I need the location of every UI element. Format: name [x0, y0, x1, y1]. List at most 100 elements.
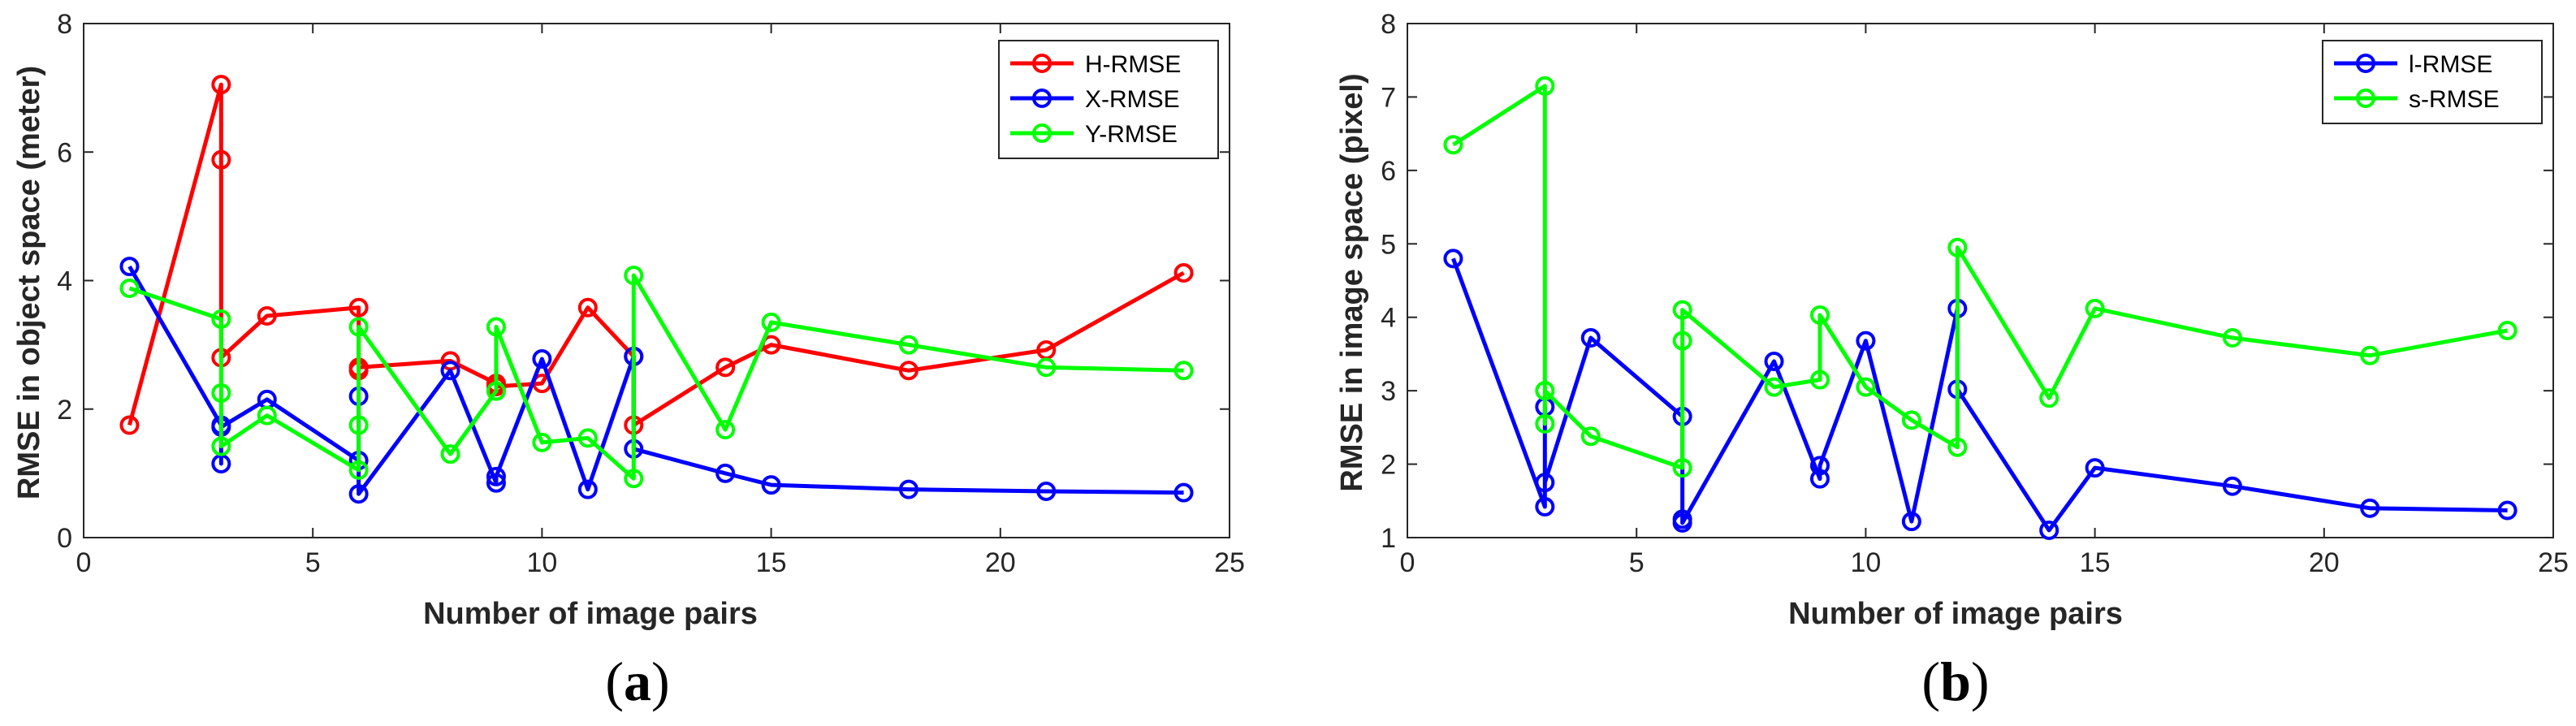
panel-a-legend-y-rmse-marker [1032, 123, 1052, 143]
panel-a-series-y-rmse-point [1036, 357, 1057, 378]
panel-a-series-y-rmse-point [440, 444, 460, 465]
panel-a-legend-x-rmse-marker [1032, 89, 1052, 108]
panel-a-series-h-rmse-point [211, 75, 231, 95]
panel-b-series-s-rmse-point [2039, 388, 2060, 408]
panel-a-x-axis-label: Number of image pairs [423, 597, 758, 631]
panel-b-series-s-rmse-point [1535, 413, 1555, 434]
panel-a-series-h-rmse-point [715, 357, 736, 378]
panel-a-series-y-rmse-point [898, 335, 918, 355]
panel-b-series-s-rmse-point [1764, 377, 1784, 397]
panel-a-legend-y-rmse-label: Y-RMSE [1085, 121, 1178, 148]
panel-b-series-s-rmse-point [2360, 345, 2380, 365]
panel-b-x-tick-label: 15 [2080, 547, 2111, 578]
panel-b-series-l-rmse-point [1901, 512, 1921, 532]
panel-a-series-y-rmse-point [577, 428, 598, 448]
panel-b-series-l-rmse-point [1672, 512, 1692, 533]
panel-a-x-tick-label: 15 [756, 547, 787, 578]
panel-a-caption: (a) [605, 650, 669, 712]
panel-a-series-x-rmse-point [486, 473, 506, 493]
panel-a-series-x-rmse-point [577, 479, 598, 499]
panel-b-series-l-rmse-point [2497, 500, 2518, 521]
panel-a-series-y-rmse-point [348, 415, 369, 435]
panel-b-series-s-rmse-point [1580, 426, 1601, 447]
panel-b-caption-close: ) [1971, 650, 1990, 712]
panel-b-x-tick-label: 20 [2309, 547, 2340, 578]
panel-b-chart: Number of image pairs RMSE in image spac… [1335, 9, 2569, 712]
panel-a-series-h-rmse-point [898, 361, 918, 381]
panel-b-series-s-rmse-point [1535, 76, 1555, 96]
panel-b-y-tick-label: 8 [1381, 9, 1396, 40]
panel-b-series-l-rmse-point [1856, 331, 1876, 351]
panel-a-series-x-rmse-point [348, 484, 369, 504]
panel-b-series-s-rmse-point [1672, 458, 1692, 478]
panel-a-x-tick-label: 0 [76, 547, 92, 578]
panel-b-caption-open: ( [1921, 650, 1940, 712]
panel-a-series-y-rmse-point [211, 436, 231, 456]
panel-b-series-l-rmse-point [1535, 497, 1555, 517]
panel-a-series-y-rmse-point [486, 317, 506, 337]
panel-b-series-l-rmse-point [1764, 351, 1784, 371]
panel-b-y-tick-label: 1 [1381, 523, 1396, 554]
panel-a-series-x-rmse-point [715, 463, 736, 483]
panel-a-y-tick-label: 0 [57, 523, 72, 554]
panel-b-x-tick-label: 10 [1850, 547, 1881, 578]
panel-a-series-h-rmse-point [348, 297, 369, 318]
panel-b-legend-l-rmse-label: l-RMSE [2409, 51, 2492, 78]
panel-a-series-x-rmse-point [119, 257, 140, 277]
panel-a-series-y-rmse-point [761, 312, 781, 332]
panel-b-x-tick-label: 25 [2538, 547, 2569, 578]
panel-a-caption-open: ( [605, 650, 624, 712]
panel-a-y-tick-label: 4 [57, 266, 72, 297]
panel-b-series-s-rmse-point [1443, 135, 1463, 155]
panel-a-x-tick-label: 5 [305, 547, 321, 578]
panel-a-x-tick-label: 20 [985, 547, 1016, 578]
panel-b-series-l-rmse-point [2085, 458, 2105, 478]
panel-b-series-s-rmse-point [1947, 237, 1968, 257]
panel-b-legend-l-rmse-marker [2356, 54, 2375, 73]
panel-a-y-axis-label: RMSE in object space (meter) [12, 66, 46, 499]
panel-a-caption-letter: a [624, 650, 651, 712]
panel-b-y-tick-label: 3 [1381, 376, 1396, 407]
panel-a-series-x-rmse-point [440, 361, 460, 381]
panel-a-series-x-rmse-point [1036, 482, 1057, 502]
panel-a-series-h-rmse-point [211, 149, 231, 170]
panel-a-series-y-rmse-point [348, 317, 369, 337]
panel-b-series-s-rmse-point [1901, 410, 1921, 430]
panel-a-series-y-rmse-point [211, 309, 231, 329]
panel-a-series-y-rmse-point [119, 278, 140, 298]
panel-a-legend-x-rmse-label: X-RMSE [1085, 86, 1180, 113]
panel-a-x-tick-label: 25 [1214, 547, 1245, 578]
panel-b-series-l-rmse-point [2039, 520, 2060, 540]
panel-b-caption: (b) [1921, 650, 1989, 712]
panel-b-series-l-rmse-point [1580, 328, 1601, 348]
panel-a-series-y-rmse-point [624, 266, 644, 286]
panel-a-series-x-rmse-point [761, 475, 781, 495]
panel-b-x-tick-label: 0 [1400, 547, 1416, 578]
panel-a-series-y-rmse-point [486, 381, 506, 401]
panel-b-series-l-rmse-point [1443, 248, 1463, 269]
panel-a-chart: Number of image pairs RMSE in object spa… [12, 9, 1245, 712]
panel-a-y-tick-label: 8 [57, 9, 72, 40]
panel-b-series-l-rmse-point [1535, 473, 1555, 493]
panel-b-legend-s-rmse-marker [2356, 89, 2375, 108]
panel-b-series-s-rmse-point [1809, 369, 1830, 390]
panel-a-series-x-rmse-point [532, 349, 552, 369]
panel-b-y-tick-label: 6 [1381, 156, 1396, 187]
panel-b-series-s-rmse-point [2085, 298, 2105, 318]
panel-a-series-h-rmse-point [577, 297, 598, 318]
panel-b-y-tick-label: 2 [1381, 450, 1396, 481]
panel-a-series-x-rmse-point [486, 466, 506, 486]
panel-a-legend-h-rmse-label: H-RMSE [1085, 51, 1181, 78]
panel-a-legend-h-rmse-marker [1032, 54, 1052, 73]
panel-a-caption-close: ) [651, 650, 670, 712]
panel-b-series-l-rmse-point [2222, 476, 2242, 496]
panel-a-series-h-rmse-point [257, 306, 277, 326]
panel-b-legend-s-rmse-label: s-RMSE [2409, 86, 2500, 113]
panel-b-series-s-rmse-point [1809, 305, 1830, 326]
panel-b-series-s-rmse-line [1452, 84, 2509, 470]
panel-a-series-y-rmse-point [348, 460, 369, 480]
panel-b-series-l-rmse-point [2360, 498, 2380, 518]
panel-a-series-y-rmse-point [715, 420, 736, 440]
panel-b-y-tick-label: 4 [1381, 303, 1396, 334]
